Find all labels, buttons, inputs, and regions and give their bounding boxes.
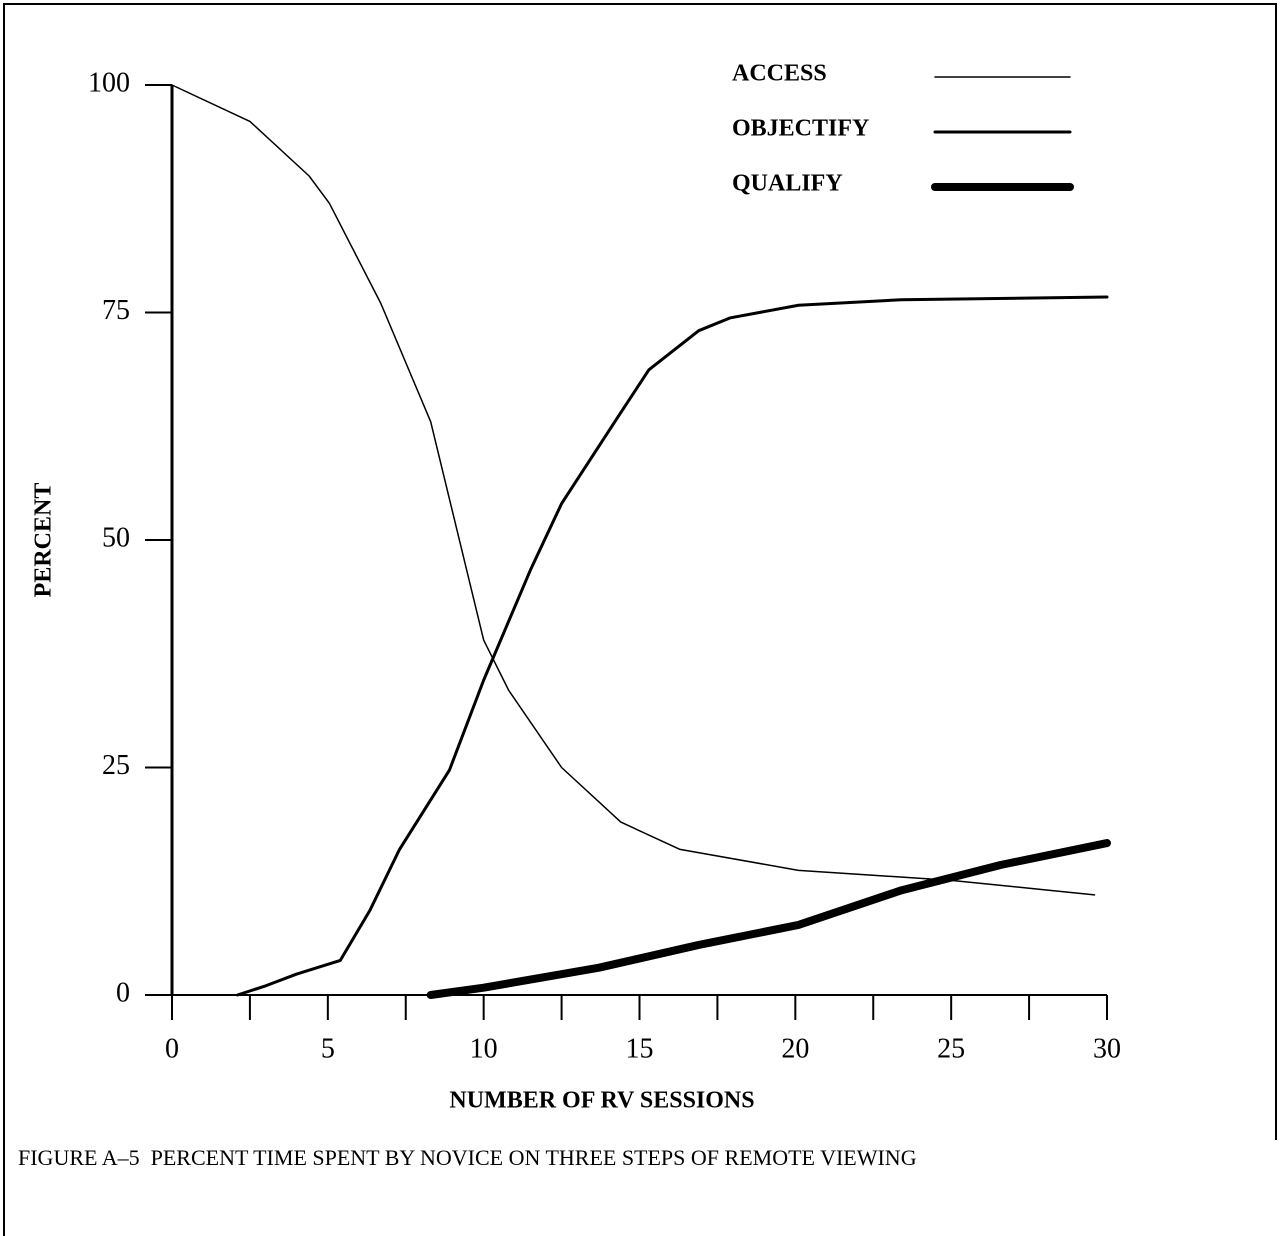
legend-label: ACCESS — [732, 61, 827, 87]
x-tick-label: 5 — [321, 1033, 335, 1064]
y-tick-label: 75 — [102, 295, 130, 326]
x-tick-label: 15 — [626, 1033, 654, 1064]
series-line — [426, 839, 1111, 999]
y-axis-label: PERCENT — [31, 483, 57, 598]
y-tick-label: 100 — [88, 67, 130, 98]
x-axis-label: NUMBER OF RV SESSIONS — [449, 1088, 754, 1114]
x-tick-label: 20 — [781, 1033, 809, 1064]
series-line — [171, 84, 1096, 896]
x-tick-label: 10 — [470, 1033, 498, 1064]
x-tick-label: 30 — [1093, 1033, 1121, 1064]
x-tick-label: 25 — [937, 1033, 965, 1064]
x-tick-label: 0 — [165, 1033, 179, 1064]
caption: FIGURE A–5 PERCENT TIME SPENT BY NOVICE … — [18, 1145, 917, 1170]
y-tick-label: 25 — [102, 750, 130, 781]
frame — [3, 3, 1277, 1236]
y-tick-label: 0 — [116, 977, 130, 1008]
series-line — [235, 295, 1109, 997]
legend-label: OBJECTIFY — [732, 116, 869, 142]
y-tick-label: 50 — [102, 522, 130, 553]
legend-label: QUALIFY — [732, 171, 843, 197]
